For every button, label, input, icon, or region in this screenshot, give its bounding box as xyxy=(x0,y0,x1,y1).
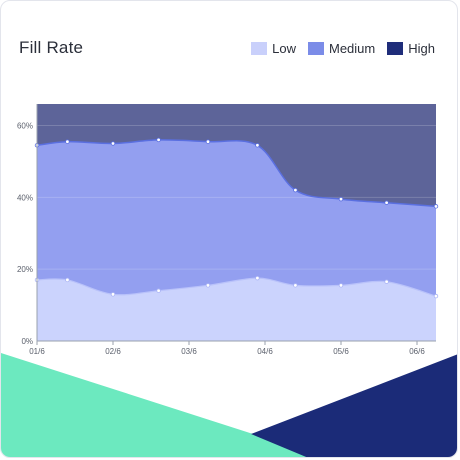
y-tick-label: 40% xyxy=(17,193,33,202)
point-low xyxy=(433,293,439,299)
point-low xyxy=(156,288,161,293)
point-medium xyxy=(338,196,344,202)
y-tick-label: 60% xyxy=(17,122,33,131)
point-medium xyxy=(384,200,389,205)
point-low xyxy=(384,279,389,284)
y-tick-label: 0% xyxy=(21,337,33,346)
legend-label-medium: Medium xyxy=(329,41,376,56)
x-tick-label: 04/6 xyxy=(257,347,273,356)
point-low xyxy=(255,275,260,281)
point-medium xyxy=(293,187,298,193)
legend-swatch-medium xyxy=(308,42,324,55)
decor-navy-triangle xyxy=(251,354,457,457)
x-tick-label: 06/6 xyxy=(409,347,425,356)
line-low xyxy=(36,277,437,297)
point-low xyxy=(65,277,70,283)
decor-green-triangle xyxy=(1,353,325,457)
legend-label-high: High xyxy=(408,41,435,56)
legend-item-low[interactable]: Low xyxy=(251,41,296,56)
x-tick-label: 03/6 xyxy=(181,347,197,356)
line-medium xyxy=(36,139,437,208)
point-medium xyxy=(433,204,439,209)
legend-label-low: Low xyxy=(272,41,296,56)
point-medium xyxy=(255,143,260,148)
x-tick-label: 01/6 xyxy=(29,347,45,356)
point-medium xyxy=(65,139,70,144)
point-medium xyxy=(110,141,116,146)
point-low xyxy=(110,292,116,297)
y-tick-label: 20% xyxy=(17,265,33,274)
legend-swatch-low xyxy=(251,42,268,55)
legend-item-medium[interactable]: Medium xyxy=(308,41,375,56)
chart-title: Fill Rate xyxy=(19,38,84,57)
legend-item-high[interactable]: High xyxy=(387,41,435,56)
x-tick-label: 05/6 xyxy=(333,347,349,356)
chart-legend: Low Medium High xyxy=(239,41,435,56)
point-low xyxy=(338,283,344,288)
point-medium xyxy=(156,137,161,143)
legend-swatch-high xyxy=(387,42,404,55)
x-tick-label: 02/6 xyxy=(105,347,121,356)
point-low xyxy=(205,283,211,288)
point-medium xyxy=(205,139,211,144)
point-low xyxy=(293,283,298,288)
